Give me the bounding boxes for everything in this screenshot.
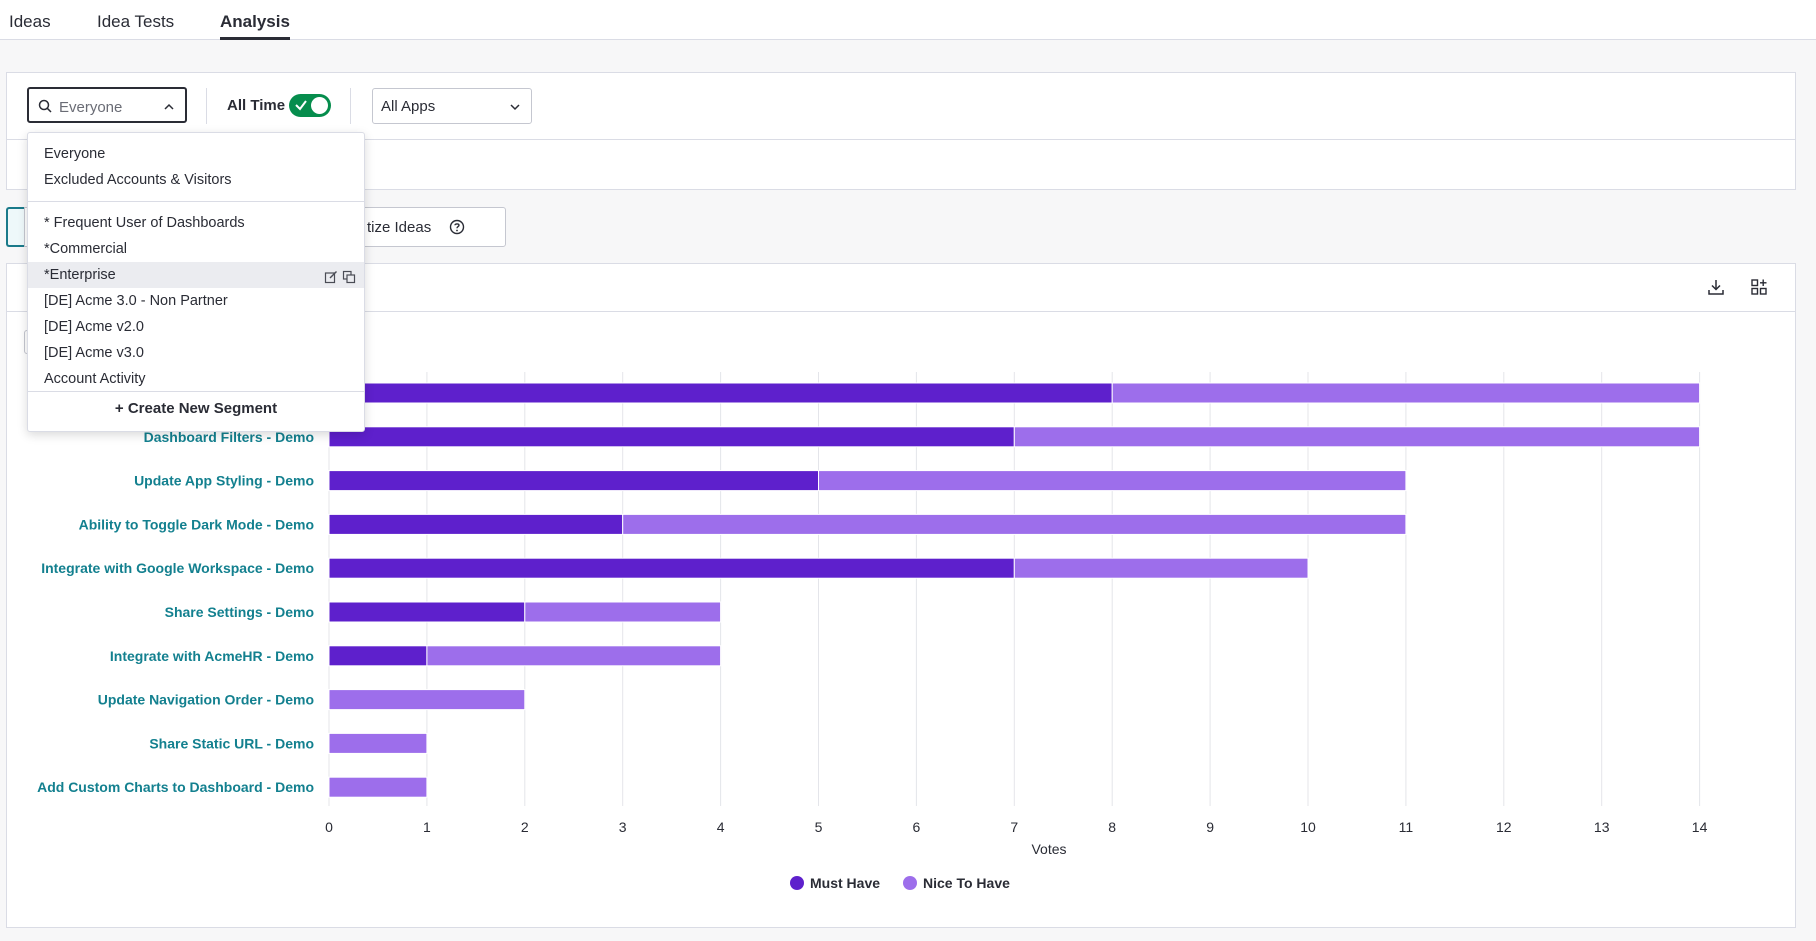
- x-tick-label: 11: [1399, 819, 1414, 835]
- segment-option[interactable]: [DE] Acme v3.0: [44, 345, 144, 361]
- x-tick-label: 10: [1300, 819, 1316, 835]
- bar-must-have: [328, 601, 526, 623]
- apps-select[interactable]: All Apps: [372, 88, 532, 124]
- toggle-knob: [311, 97, 328, 114]
- category-label[interactable]: Ability to Toggle Dark Mode - Demo: [79, 516, 314, 532]
- chevron-down-icon: [509, 100, 521, 118]
- bar-nice-to-have: [818, 470, 1407, 492]
- segment-option-everyone[interactable]: Everyone: [44, 146, 106, 162]
- view-button-active[interactable]: [6, 207, 26, 247]
- x-tick-label: 5: [815, 819, 823, 835]
- bar-nice-to-have: [1013, 426, 1701, 448]
- segment-option[interactable]: [DE] Acme v2.0: [44, 319, 144, 335]
- segment-option[interactable]: [DE] Acme 3.0 - Non Partner: [44, 293, 228, 309]
- help-circle-icon[interactable]: [449, 219, 465, 240]
- edit-icon[interactable]: [324, 271, 338, 288]
- x-tick-label: 3: [619, 819, 627, 835]
- bar-must-have: [328, 382, 1113, 404]
- filter-separator: [350, 88, 351, 124]
- legend-swatch-must-have: [790, 876, 804, 890]
- x-tick-label: 12: [1496, 819, 1512, 835]
- x-tick-label: 9: [1206, 819, 1214, 835]
- x-tick-label: 13: [1594, 819, 1610, 835]
- dropdown-divider: [28, 201, 364, 202]
- bar-must-have: [328, 470, 819, 492]
- check-icon: [294, 98, 308, 117]
- prioritize-ideas-label: tize Ideas: [367, 219, 432, 236]
- download-icon[interactable]: [1707, 278, 1725, 301]
- bar-must-have: [328, 557, 1015, 579]
- legend-label: Nice To Have: [923, 875, 1010, 891]
- x-tick-label: 7: [1010, 819, 1018, 835]
- category-label[interactable]: Share Static URL - Demo: [149, 735, 314, 751]
- create-segment-button[interactable]: + Create New Segment: [114, 400, 278, 417]
- chevron-up-icon: [163, 100, 175, 118]
- dropdown-divider: [28, 391, 364, 392]
- segment-option-label: *Enterprise: [44, 267, 116, 283]
- category-label[interactable]: Update App Styling - Demo: [134, 473, 314, 489]
- segment-dropdown: Everyone Excluded Accounts & Visitors * …: [27, 132, 365, 432]
- x-axis-title: Votes: [1031, 841, 1066, 857]
- bar-nice-to-have: [426, 645, 722, 667]
- x-tick-label: 1: [423, 819, 431, 835]
- bar-must-have: [328, 426, 1015, 448]
- bar-must-have: [328, 645, 428, 667]
- apps-select-value: All Apps: [381, 98, 436, 115]
- segment-option-actions: [324, 267, 356, 293]
- category-label[interactable]: Share Settings - Demo: [165, 604, 314, 620]
- x-tick-label: 6: [913, 819, 921, 835]
- x-tick-label: 14: [1692, 819, 1708, 835]
- bar-nice-to-have: [1013, 557, 1309, 579]
- x-tick-label: 0: [325, 819, 333, 835]
- x-tick-label: 4: [717, 819, 725, 835]
- legend-label: Must Have: [810, 875, 880, 891]
- segment-option[interactable]: * Frequent User of Dashboards: [44, 215, 245, 231]
- chart-header: [7, 264, 1795, 312]
- filter-divider: [7, 139, 1795, 140]
- all-time-toggle[interactable]: [289, 94, 331, 117]
- category-label[interactable]: Integrate with AcmeHR - Demo: [110, 648, 314, 664]
- category-label[interactable]: Add Custom Charts to Dashboard - Demo: [37, 779, 314, 795]
- segment-select[interactable]: Everyone: [27, 87, 187, 123]
- bar-nice-to-have: [524, 601, 722, 623]
- tab-ideas[interactable]: Ideas: [9, 12, 51, 31]
- tab-idea-tests[interactable]: Idea Tests: [97, 12, 175, 31]
- segment-option-excluded[interactable]: Excluded Accounts & Visitors: [44, 172, 232, 188]
- segment-option[interactable]: Account Activity: [44, 371, 146, 387]
- segment-placeholder: Everyone: [59, 99, 123, 116]
- bar-must-have: [328, 513, 624, 535]
- category-label[interactable]: Dashboard Filters - Demo: [144, 429, 314, 445]
- x-tick-label: 2: [521, 819, 529, 835]
- segment-option-highlighted[interactable]: *Enterprise: [28, 262, 364, 288]
- add-widget-icon[interactable]: [1750, 278, 1768, 301]
- category-label[interactable]: Integrate with Google Workspace - Demo: [41, 560, 314, 576]
- filter-separator: [206, 88, 207, 124]
- category-label[interactable]: Update Navigation Order - Demo: [98, 692, 314, 708]
- copy-icon[interactable]: [342, 270, 356, 288]
- tab-analysis[interactable]: Analysis: [220, 12, 290, 40]
- top-nav: Ideas Idea Tests Analysis: [0, 0, 1816, 40]
- bar-nice-to-have: [622, 513, 1407, 535]
- bar-nice-to-have: [328, 689, 526, 711]
- bar-nice-to-have: [328, 776, 428, 798]
- legend-swatch-nice-to-have: [903, 876, 917, 890]
- all-time-label: All Time: [227, 97, 286, 114]
- bar-nice-to-have: [1111, 382, 1701, 404]
- segment-option[interactable]: *Commercial: [44, 241, 127, 257]
- search-icon: [38, 99, 52, 118]
- bar-nice-to-have: [328, 732, 428, 754]
- x-tick-label: 8: [1108, 819, 1116, 835]
